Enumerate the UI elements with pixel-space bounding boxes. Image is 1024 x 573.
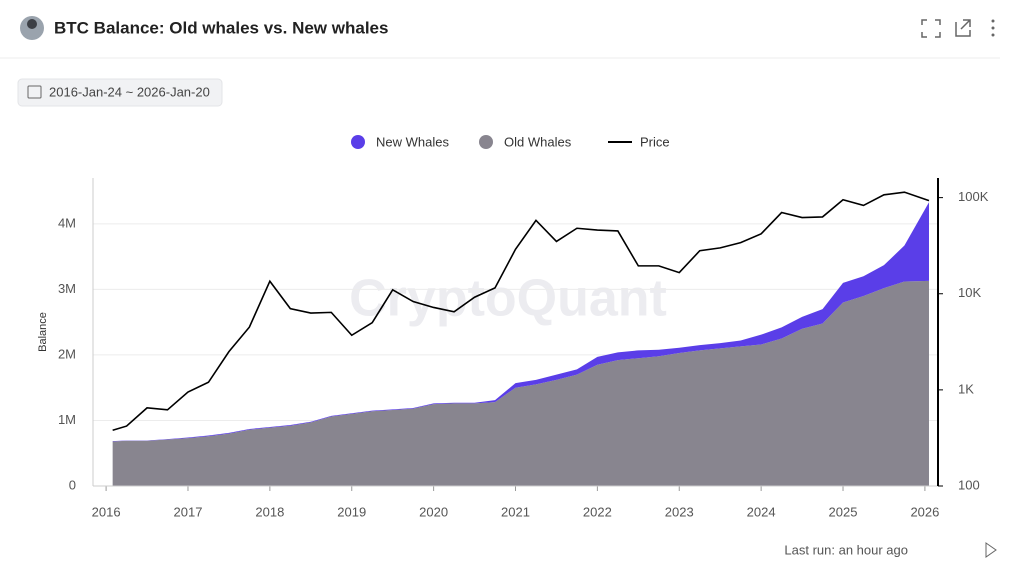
x-tick-label: 2022	[583, 504, 612, 519]
x-tick-label: 2026	[910, 504, 939, 519]
date-range[interactable]: 2016-Jan-24 ~ 2026-Jan-20	[49, 84, 210, 99]
y-tick-label: 2M	[58, 346, 76, 361]
legend-label[interactable]: New Whales	[376, 134, 449, 149]
page-title: BTC Balance: Old whales vs. New whales	[54, 18, 388, 37]
watermark: CryptoQuant	[349, 270, 667, 328]
y2-tick-label: 100	[958, 477, 980, 492]
legend-label[interactable]: Old Whales	[504, 134, 572, 149]
menu-icon[interactable]	[991, 19, 995, 37]
date-chip[interactable]	[17, 78, 223, 107]
y2-tick-label: 100K	[958, 189, 989, 204]
x-tick-label: 2017	[174, 504, 203, 519]
y-tick-label: 1M	[58, 412, 76, 427]
x-tick-label: 2016	[92, 504, 121, 519]
open-icon[interactable]	[955, 19, 971, 37]
x-tick-label: 2023	[665, 504, 694, 519]
x-tick-label: 2021	[501, 504, 530, 519]
x-tick-label: 2024	[747, 504, 776, 519]
y-tick-label: 4M	[58, 215, 76, 230]
y-tick-label: 3M	[58, 281, 76, 296]
last-run: Last run: an hour ago	[784, 542, 908, 557]
toolbar[interactable]	[921, 19, 971, 38]
legend-label[interactable]: Price	[640, 134, 670, 149]
calendar-icon	[27, 85, 42, 99]
run-icon[interactable]	[985, 542, 997, 558]
y-tick-label: 0	[69, 477, 76, 492]
price-line	[112, 191, 930, 432]
area	[112, 280, 929, 486]
legend-swatch	[351, 135, 365, 149]
avatar-head	[27, 19, 37, 29]
fullscreen-icon[interactable]	[921, 19, 941, 38]
x-tick-label: 2020	[419, 504, 448, 519]
y2-tick-label: 1K	[958, 381, 974, 396]
legend-swatch	[479, 135, 493, 149]
y2-tick-label: 10K	[958, 285, 981, 300]
y-axis-label: Balance	[37, 312, 49, 352]
x-tick-label: 2019	[337, 504, 366, 519]
x-tick-label: 2025	[829, 504, 858, 519]
x-tick-label: 2018	[255, 504, 284, 519]
